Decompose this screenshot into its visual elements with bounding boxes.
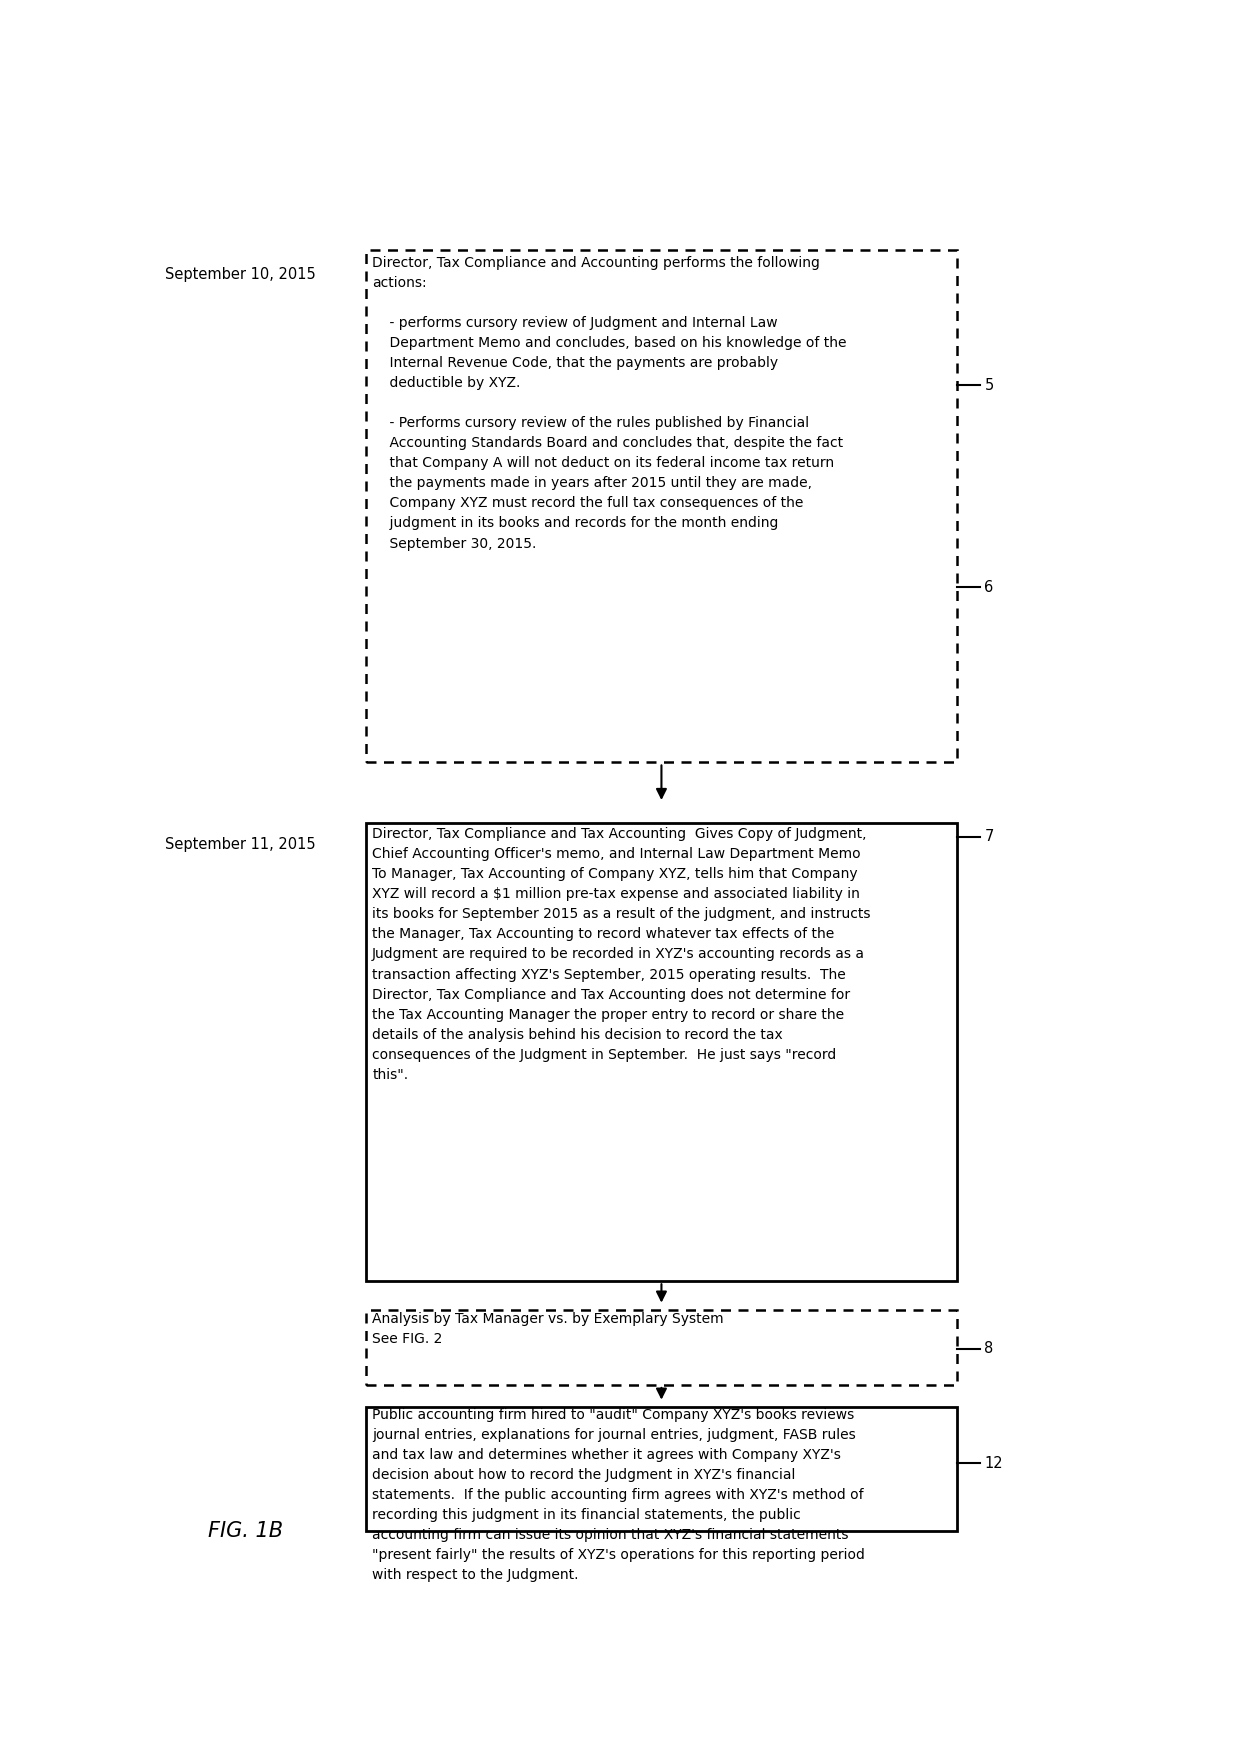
- Text: 6: 6: [985, 579, 993, 595]
- Text: September 10, 2015: September 10, 2015: [165, 266, 315, 282]
- Text: Analysis by Tax Manager vs. by Exemplary System
See FIG. 2: Analysis by Tax Manager vs. by Exemplary…: [372, 1312, 724, 1346]
- FancyBboxPatch shape: [367, 1309, 957, 1384]
- FancyBboxPatch shape: [367, 822, 957, 1281]
- Text: 7: 7: [985, 830, 993, 844]
- FancyBboxPatch shape: [367, 1407, 957, 1531]
- Text: 12: 12: [985, 1456, 1003, 1470]
- FancyBboxPatch shape: [367, 250, 957, 763]
- Text: Director, Tax Compliance and Tax Accounting  Gives Copy of Judgment,
Chief Accou: Director, Tax Compliance and Tax Account…: [372, 828, 870, 1082]
- Text: FIG. 1B: FIG. 1B: [208, 1521, 283, 1542]
- Text: Public accounting firm hired to "audit" Company XYZ's books reviews
journal entr: Public accounting firm hired to "audit" …: [372, 1409, 866, 1582]
- Text: 8: 8: [985, 1340, 993, 1356]
- Text: Director, Tax Compliance and Accounting performs the following
actions:

    - p: Director, Tax Compliance and Accounting …: [372, 255, 847, 551]
- Text: September 11, 2015: September 11, 2015: [165, 836, 315, 852]
- Text: 5: 5: [985, 378, 993, 392]
